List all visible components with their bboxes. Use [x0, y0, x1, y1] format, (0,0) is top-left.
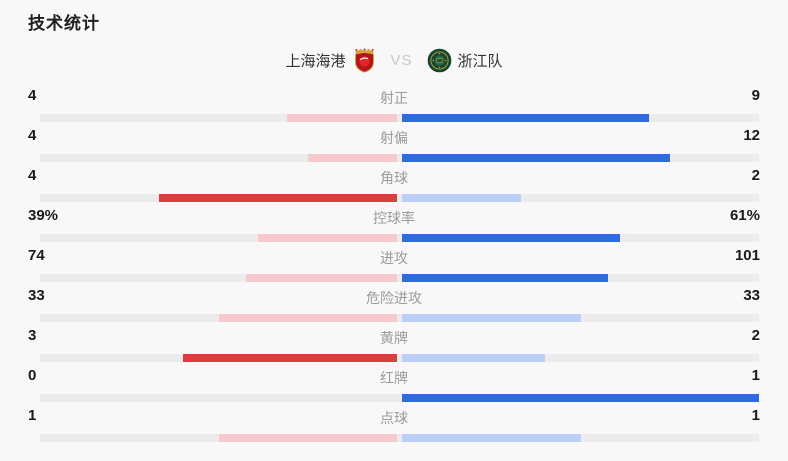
stat-row: 4 射偏 12 [0, 125, 788, 165]
stat-track [40, 354, 759, 362]
home-half [40, 114, 397, 122]
home-bar [218, 434, 397, 442]
home-value: 4 [28, 167, 37, 184]
away-bar [402, 154, 670, 162]
away-value: 1 [751, 407, 760, 424]
home-value: 1 [28, 407, 37, 424]
home-value: 39% [28, 207, 59, 224]
home-bar [287, 114, 397, 122]
home-half [40, 434, 397, 442]
vs-label: VS [390, 51, 413, 69]
away-bar [402, 354, 545, 362]
away-value: 12 [743, 127, 760, 144]
away-bar [402, 194, 521, 202]
stat-row: 4 射正 9 [0, 85, 788, 125]
away-value: 101 [734, 247, 760, 264]
stat-row: 39% 控球率 61% [0, 205, 788, 245]
stat-track [40, 434, 759, 442]
home-bar [246, 274, 397, 282]
stat-head: 74 进攻 101 [28, 247, 760, 266]
stat-label: 控球率 [373, 210, 415, 226]
home-bar [182, 354, 397, 362]
stat-row: 74 进攻 101 [0, 245, 788, 285]
home-value: 4 [28, 127, 37, 144]
stats-list: 4 射正 9 4 射偏 12 [0, 85, 788, 445]
home-value: 33 [28, 287, 45, 304]
stat-head: 39% 控球率 61% [28, 207, 760, 226]
stat-label: 射正 [380, 90, 408, 106]
away-half [402, 114, 759, 122]
away-half [402, 274, 759, 282]
stat-head: 4 射正 9 [28, 87, 760, 106]
stat-track [40, 154, 759, 162]
home-bar [307, 154, 397, 162]
away-half [402, 314, 759, 322]
away-value: 2 [751, 167, 760, 184]
stat-track [40, 234, 759, 242]
stat-row: 0 红牌 1 [0, 365, 788, 405]
home-half [40, 394, 397, 402]
away-half [402, 394, 759, 402]
stat-head: 4 射偏 12 [28, 127, 760, 146]
stat-label: 危险进攻 [366, 290, 422, 306]
home-half [40, 194, 397, 202]
home-value: 3 [28, 327, 37, 344]
home-team-name: 上海海港 [285, 52, 346, 70]
home-value: 4 [28, 87, 37, 104]
stat-head: 3 黄牌 2 [28, 327, 760, 346]
home-half [40, 314, 397, 322]
home-bar [257, 234, 397, 242]
home-half [40, 154, 397, 162]
home-half [40, 274, 397, 282]
away-half [402, 354, 759, 362]
stat-label: 点球 [380, 410, 408, 426]
stat-head: 4 角球 2 [28, 167, 760, 186]
zhejiang-fc-crest-icon [427, 48, 451, 73]
stat-label: 红牌 [380, 370, 408, 386]
away-value: 9 [751, 87, 760, 104]
stat-label: 射偏 [380, 130, 408, 146]
away-team-name: 浙江队 [457, 52, 503, 70]
home-half [40, 354, 397, 362]
home-bar [218, 314, 397, 322]
stat-row: 4 角球 2 [0, 165, 788, 205]
away-half [402, 434, 759, 442]
away-bar [402, 114, 650, 122]
teams-header: 上海海港 VS 浙 [0, 47, 788, 73]
away-bar [402, 314, 581, 322]
stat-label: 黄牌 [380, 330, 408, 346]
stat-track [40, 394, 759, 402]
stat-label: 进攻 [380, 250, 408, 266]
stat-track [40, 314, 759, 322]
home-bar [159, 194, 397, 202]
stat-head: 1 点球 1 [28, 407, 760, 426]
stat-label: 角球 [380, 170, 408, 186]
away-bar [402, 394, 759, 402]
stat-row: 33 危险进攻 33 [0, 285, 788, 325]
away-bar [402, 234, 620, 242]
stat-head: 33 危险进攻 33 [28, 287, 760, 306]
away-bar [402, 434, 581, 442]
page-title: 技术统计 [28, 14, 100, 33]
stat-track [40, 274, 759, 282]
home-half [40, 234, 397, 242]
away-value: 2 [751, 327, 760, 344]
stat-track [40, 114, 759, 122]
stat-row: 3 黄牌 2 [0, 325, 788, 365]
away-value: 33 [743, 287, 760, 304]
home-value: 0 [28, 367, 37, 384]
away-half [402, 154, 759, 162]
away-value: 61% [729, 207, 760, 224]
stat-row: 1 点球 1 [0, 405, 788, 445]
away-bar [402, 274, 609, 282]
stat-track [40, 194, 759, 202]
home-value: 74 [28, 247, 45, 264]
away-half [402, 234, 759, 242]
away-half [402, 194, 759, 202]
away-value: 1 [751, 367, 760, 384]
shanghai-port-crest-icon [353, 47, 376, 73]
stat-head: 0 红牌 1 [28, 367, 760, 386]
